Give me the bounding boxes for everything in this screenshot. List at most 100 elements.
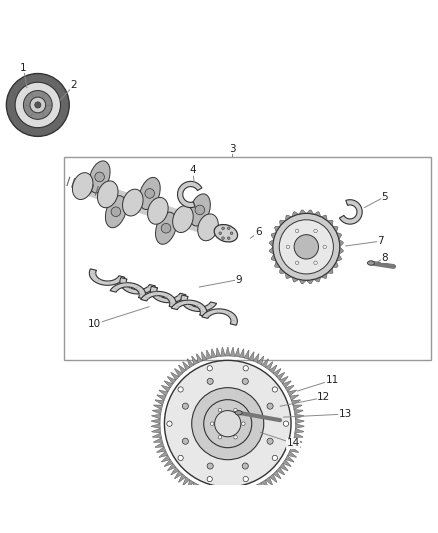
Polygon shape — [177, 181, 202, 207]
Circle shape — [279, 220, 333, 274]
Circle shape — [35, 102, 41, 108]
Circle shape — [314, 261, 317, 264]
Circle shape — [178, 455, 183, 461]
Polygon shape — [105, 187, 135, 210]
Polygon shape — [265, 362, 273, 370]
Polygon shape — [221, 348, 226, 357]
Polygon shape — [265, 477, 273, 486]
Circle shape — [182, 438, 188, 445]
Polygon shape — [152, 419, 160, 424]
Polygon shape — [240, 489, 244, 498]
Text: 13: 13 — [339, 409, 352, 419]
Polygon shape — [287, 390, 297, 396]
Polygon shape — [271, 232, 276, 239]
Circle shape — [207, 477, 212, 482]
Polygon shape — [174, 471, 183, 479]
Ellipse shape — [72, 173, 93, 199]
Polygon shape — [167, 376, 176, 384]
Polygon shape — [283, 459, 291, 466]
Polygon shape — [269, 365, 277, 374]
Polygon shape — [206, 350, 212, 359]
Polygon shape — [226, 348, 230, 356]
Ellipse shape — [198, 214, 218, 241]
Text: 4: 4 — [190, 165, 196, 175]
Circle shape — [243, 366, 248, 371]
Ellipse shape — [155, 212, 177, 244]
Polygon shape — [275, 226, 280, 232]
Polygon shape — [178, 365, 186, 374]
Polygon shape — [202, 309, 237, 325]
Ellipse shape — [214, 224, 237, 242]
Polygon shape — [291, 400, 300, 405]
Polygon shape — [181, 295, 216, 311]
Polygon shape — [167, 464, 176, 471]
Polygon shape — [261, 480, 268, 489]
Ellipse shape — [367, 261, 374, 265]
Polygon shape — [321, 215, 327, 221]
Polygon shape — [276, 373, 285, 380]
Polygon shape — [269, 247, 274, 254]
Circle shape — [218, 435, 222, 439]
Polygon shape — [244, 488, 249, 497]
Circle shape — [30, 97, 46, 113]
Circle shape — [314, 229, 317, 233]
Polygon shape — [154, 438, 162, 442]
Polygon shape — [295, 419, 304, 424]
Polygon shape — [258, 356, 264, 365]
Polygon shape — [171, 300, 207, 317]
Circle shape — [295, 261, 299, 264]
Circle shape — [227, 237, 230, 239]
Circle shape — [242, 463, 248, 469]
Text: 2: 2 — [71, 80, 78, 90]
Polygon shape — [221, 491, 226, 500]
Polygon shape — [294, 433, 303, 438]
Polygon shape — [269, 239, 274, 247]
Polygon shape — [240, 349, 244, 358]
Circle shape — [207, 378, 213, 384]
Polygon shape — [201, 352, 207, 361]
Circle shape — [222, 237, 224, 239]
Text: 7: 7 — [377, 236, 384, 246]
Polygon shape — [178, 474, 186, 482]
Polygon shape — [80, 179, 110, 202]
Circle shape — [210, 422, 214, 425]
Polygon shape — [321, 273, 327, 279]
Circle shape — [23, 91, 52, 119]
Polygon shape — [212, 489, 216, 498]
Polygon shape — [249, 352, 254, 361]
Circle shape — [182, 403, 188, 409]
Polygon shape — [155, 204, 185, 227]
Polygon shape — [196, 354, 202, 363]
Circle shape — [272, 455, 277, 461]
Polygon shape — [157, 395, 166, 400]
Circle shape — [207, 463, 213, 469]
Polygon shape — [212, 349, 216, 358]
Polygon shape — [152, 409, 162, 414]
Polygon shape — [327, 268, 333, 273]
Polygon shape — [314, 212, 321, 217]
Circle shape — [222, 227, 224, 230]
Polygon shape — [299, 210, 306, 214]
Text: 5: 5 — [381, 192, 388, 201]
Polygon shape — [159, 390, 168, 396]
Polygon shape — [287, 451, 297, 457]
Polygon shape — [162, 456, 170, 462]
Circle shape — [230, 232, 233, 235]
Circle shape — [218, 408, 222, 412]
Text: 11: 11 — [326, 375, 339, 385]
Polygon shape — [192, 482, 198, 491]
Circle shape — [242, 378, 248, 384]
Polygon shape — [152, 433, 162, 438]
Circle shape — [227, 227, 230, 230]
Polygon shape — [235, 490, 240, 499]
Polygon shape — [155, 400, 164, 405]
Polygon shape — [295, 424, 304, 429]
Circle shape — [267, 438, 273, 445]
Polygon shape — [339, 239, 343, 247]
Polygon shape — [327, 220, 333, 226]
Polygon shape — [306, 210, 314, 214]
Polygon shape — [258, 482, 264, 491]
Ellipse shape — [189, 194, 210, 226]
Polygon shape — [290, 395, 299, 400]
Polygon shape — [171, 467, 179, 475]
